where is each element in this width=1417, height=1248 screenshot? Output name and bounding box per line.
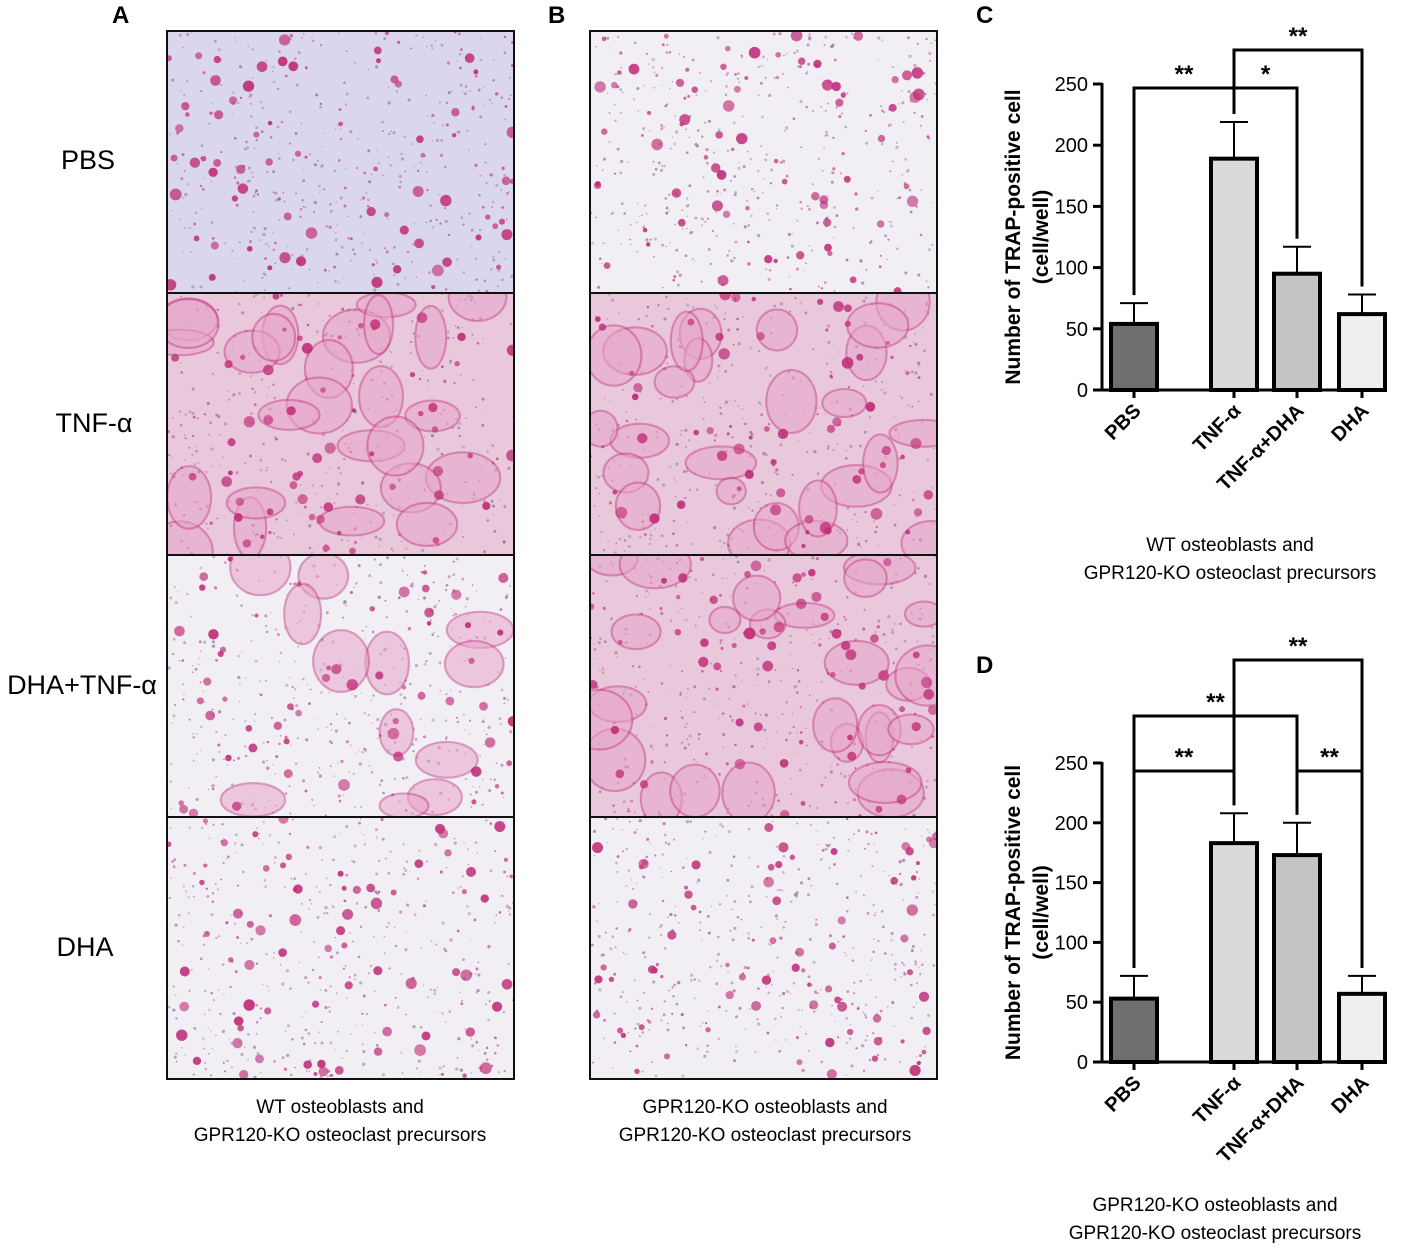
bar	[1272, 853, 1322, 1064]
caption-b-line2: GPR120-KO osteoclast precursors	[618, 1125, 912, 1146]
significance-label: **	[1175, 61, 1194, 88]
chart-c: Number of TRAP-positive cell (cell/well) 0…	[1002, 23, 1387, 495]
significance-label: **	[1289, 633, 1308, 660]
micrograph-texture	[591, 294, 936, 554]
caption-a-line2: GPR120-KO osteoclast precursors	[193, 1125, 487, 1146]
x-tick-label: DHA	[1327, 400, 1373, 446]
caption-c: WT osteoblasts and GPR120-KO osteoclast …	[1060, 532, 1400, 588]
y-tick-label: 0	[1077, 1052, 1088, 1074]
micrograph-a-pbs	[166, 30, 515, 294]
y-tick-label: 50	[1066, 992, 1088, 1014]
y-axis-label-line1: Number of TRAP-positive cell	[1002, 89, 1025, 384]
caption-d: GPR120-KO osteoblasts and GPR120-KO oste…	[1030, 1192, 1400, 1248]
caption-b-line1: GPR120-KO osteoblasts and	[642, 1097, 888, 1118]
significance-label: **	[1289, 23, 1308, 50]
caption-c-line1: WT osteoblasts and	[1146, 535, 1314, 556]
y-tick-label: 200	[1055, 813, 1088, 835]
bar	[1209, 841, 1259, 1065]
significance-bracket	[1132, 714, 1299, 968]
x-tick-label: DHA	[1327, 1072, 1373, 1118]
micrograph-texture	[591, 32, 936, 292]
chart-d: Number of TRAP-positive cell (cell/well) 0…	[1002, 633, 1387, 1167]
panel-letter-d: D	[976, 652, 994, 679]
row-label-dha-tnf: DHA+TNF-α	[7, 670, 157, 700]
y-axis-label-line1: Number of TRAP-positive cell	[1002, 765, 1025, 1060]
y-tick-label: 100	[1055, 258, 1088, 280]
y-tick-label: 250	[1055, 74, 1088, 96]
micrograph-b-dha-tnf	[589, 554, 938, 818]
micrograph-a-tnf	[166, 292, 515, 556]
significance-label: **	[1175, 744, 1194, 771]
micrograph-texture	[591, 556, 936, 816]
row-label-tnf: TNF-α	[55, 408, 133, 438]
micrograph-texture	[168, 556, 513, 816]
bar	[1337, 312, 1387, 392]
y-tick-label: 200	[1055, 135, 1088, 157]
micrograph-b-dha	[589, 816, 938, 1080]
significance-bracket	[1232, 658, 1364, 968]
micrograph-b-tnf	[589, 292, 938, 556]
caption-a-line1: WT osteoblasts and	[256, 1097, 424, 1118]
x-tick-label: TNF-α	[1189, 1071, 1246, 1128]
bar	[1337, 991, 1387, 1064]
y-tick-label: 150	[1055, 196, 1088, 218]
row-label-dha: DHA	[56, 932, 114, 962]
x-tick-label: TNF-α	[1189, 399, 1246, 456]
row-label-pbs: PBS	[60, 145, 116, 175]
y-axis-label-line2: (cell/well)	[1030, 865, 1053, 960]
bar	[1272, 271, 1322, 392]
y-tick-label: 150	[1055, 873, 1088, 895]
caption-b: GPR120-KO osteoblasts and GPR120-KO oste…	[565, 1094, 965, 1150]
micrograph-texture	[168, 294, 513, 554]
y-axis-label-line2: (cell/well)	[1030, 190, 1053, 285]
caption-d-line2: GPR120-KO osteoclast precursors	[1068, 1223, 1362, 1244]
y-tick-label: 250	[1055, 753, 1088, 775]
x-tick-label: PBS	[1101, 1072, 1146, 1117]
caption-c-line2: GPR120-KO osteoclast precursors	[1083, 563, 1377, 584]
panel-letter-b: B	[548, 2, 566, 29]
x-tick-label: PBS	[1101, 400, 1146, 445]
significance-bracket	[1232, 48, 1364, 287]
micrograph-a-dha-tnf	[166, 554, 515, 818]
caption-d-line1: GPR120-KO osteoblasts and	[1092, 1195, 1338, 1216]
bar	[1109, 996, 1159, 1064]
caption-a: WT osteoblasts and GPR120-KO osteoclast …	[140, 1094, 540, 1150]
significance-label: **	[1206, 689, 1225, 716]
y-tick-label: 100	[1055, 932, 1088, 954]
bar	[1209, 156, 1259, 392]
micrograph-texture	[591, 818, 936, 1078]
micrograph-texture	[168, 32, 513, 292]
panel-letter-a: A	[112, 2, 130, 29]
y-tick-label: 0	[1077, 380, 1088, 402]
micrograph-texture	[168, 818, 513, 1078]
panel-letter-c: C	[976, 2, 994, 29]
micrograph-b-pbs	[589, 30, 938, 294]
significance-label: *	[1261, 61, 1271, 88]
bar	[1109, 321, 1159, 392]
y-tick-label: 50	[1066, 319, 1088, 341]
significance-label: **	[1320, 744, 1339, 771]
micrograph-a-dha	[166, 816, 515, 1080]
